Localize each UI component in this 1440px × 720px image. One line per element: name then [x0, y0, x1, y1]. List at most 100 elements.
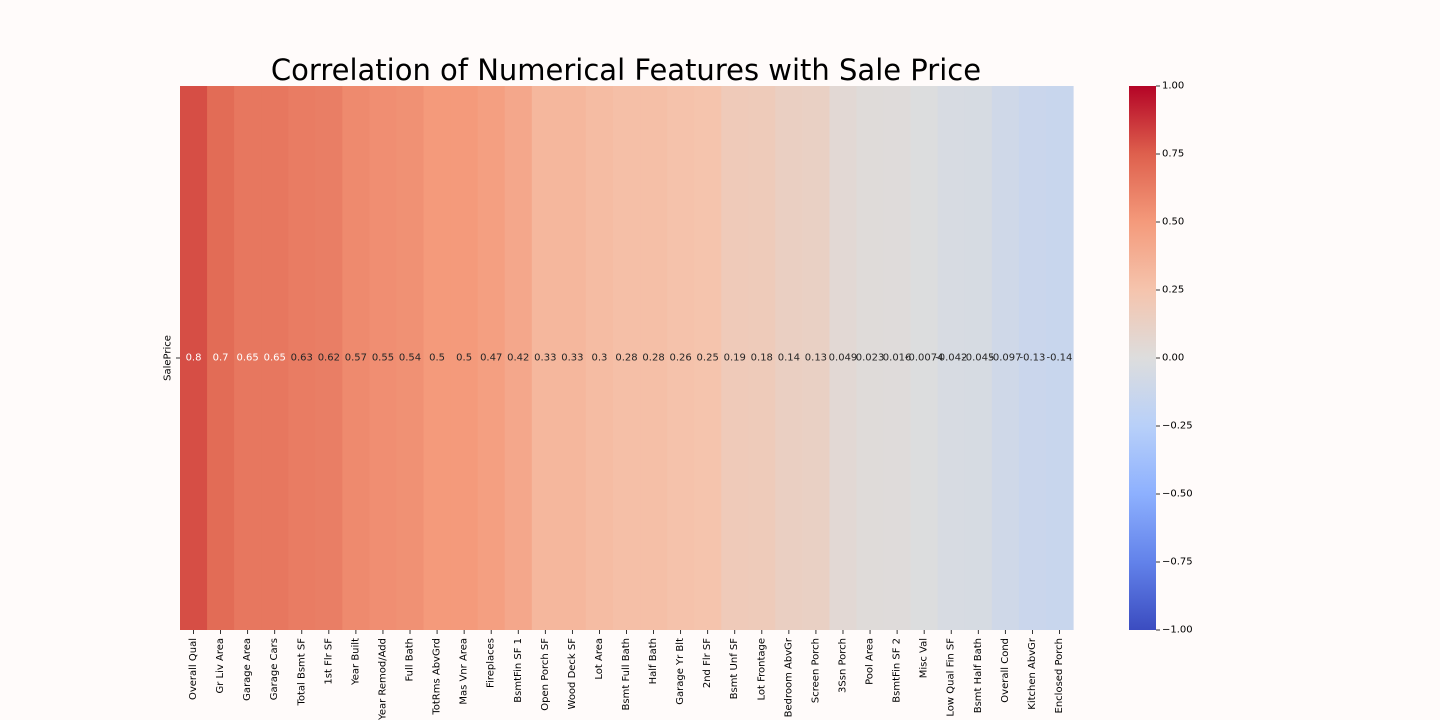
cell-value-label: -0.045 — [962, 353, 994, 364]
colorbar-tick-label: −0.75 — [1162, 557, 1193, 568]
colorbar-tick-label: 0.75 — [1162, 149, 1184, 160]
cell-value-label: 0.7 — [213, 353, 229, 364]
x-tick-label: Garage Yr Blt — [675, 638, 686, 705]
x-tick-label: Garage Area — [242, 638, 253, 701]
cell-value-label: 0.14 — [778, 353, 800, 364]
cell-value-label: 0.65 — [237, 353, 259, 364]
cell-value-label: 0.55 — [372, 353, 394, 364]
cell-value-label: 0.19 — [724, 353, 746, 364]
heatmap-cell — [369, 86, 398, 630]
heatmap-cell — [477, 86, 506, 630]
heatmap-cell — [585, 86, 614, 630]
cell-value-label: 0.63 — [291, 353, 313, 364]
x-tick-label: Misc Val — [919, 638, 930, 678]
heatmap-cell — [396, 86, 425, 630]
cell-value-label: 0.65 — [264, 353, 286, 364]
heatmap-cell — [450, 86, 479, 630]
colorbar-ticks: 1.00 0.75 0.50 0.25 0.00 −0.25 −0.50 −0.75 −1.00 — [1156, 81, 1193, 636]
x-tick-label: Half Bath — [648, 638, 659, 684]
cell-value-label: 0.016 — [883, 353, 912, 364]
heatmap-cell — [829, 86, 858, 630]
x-tick-label: Low Qual Fin SF — [946, 638, 957, 717]
cell-value-label: 0.47 — [480, 353, 502, 364]
heatmap-cell — [937, 86, 966, 630]
cell-value-label: 0.25 — [697, 353, 719, 364]
cell-value-label: -0.14 — [1047, 353, 1073, 364]
heatmap-cell — [1045, 86, 1074, 630]
cell-value-label: 0.8 — [186, 353, 202, 364]
heatmap-cell — [261, 86, 289, 630]
cell-value-label: 0.13 — [805, 353, 827, 364]
cell-value-label: 0.3 — [591, 353, 607, 364]
heatmap-cell — [802, 86, 831, 630]
colorbar-tick-label: 0.00 — [1162, 353, 1184, 364]
heatmap-cell — [721, 86, 749, 630]
cell-value-label: 0.57 — [345, 353, 367, 364]
x-tick-label: Lot Area — [594, 638, 605, 680]
x-tick-label: Bsmt Unf SF — [729, 638, 740, 700]
heatmap-cell — [288, 86, 316, 630]
cell-value-label: 0.5 — [429, 353, 445, 364]
x-tick-label: Garage Cars — [269, 638, 280, 700]
x-tick-label: BsmtFin SF 1 — [513, 638, 524, 703]
x-tick-label: Pool Area — [865, 638, 876, 685]
heatmap-cell — [748, 86, 776, 630]
heatmap-cell — [964, 86, 993, 630]
x-tick-label: Bsmt Half Bath — [973, 638, 984, 713]
x-tick-label: Wood Deck SF — [567, 638, 578, 710]
heatmap-cell-labels: 0.8 0.7 0.65 0.65 0.63 0.62 0.57 0.55 0.54 0.5 0.5… — [186, 353, 1073, 364]
heatmap-cell — [612, 86, 641, 630]
x-tick-label: Total Bsmt SF — [296, 638, 307, 707]
x-tick-label: Lot Frontage — [756, 638, 767, 701]
x-tick-label: 2nd Flr SF — [702, 638, 713, 688]
heatmap-cells — [180, 86, 1074, 630]
x-tick-label: Fireplaces — [486, 638, 497, 688]
heatmap-cell — [315, 86, 343, 630]
cell-value-label: 0.023 — [856, 353, 885, 364]
x-tick-label: Year Built — [350, 638, 361, 686]
heatmap-cell — [694, 86, 722, 630]
cell-value-label: -0.0074 — [905, 353, 944, 364]
colorbar-tick-label: 0.25 — [1162, 285, 1184, 296]
x-tick-label: Mas Vnr Area — [459, 638, 470, 705]
x-tick-label: Screen Porch — [810, 638, 821, 703]
x-tick-label: Enclosed Porch — [1054, 638, 1065, 713]
colorbar-tick-label: 1.00 — [1162, 81, 1184, 92]
x-axis: Overall Qual Gr Liv Area Garage Area Garage… — [188, 630, 1065, 720]
cell-value-label: -0.097 — [989, 353, 1021, 364]
heatmap-cell — [558, 86, 587, 630]
cell-value-label: 0.33 — [561, 353, 583, 364]
heatmap-cell — [234, 86, 262, 630]
colorbar-tick-label: 0.50 — [1162, 217, 1184, 228]
heatmap-cell — [1018, 86, 1047, 630]
heatmap-cell — [640, 86, 668, 630]
heatmap-cell — [180, 86, 208, 630]
colorbar-tick-label: −0.25 — [1162, 421, 1193, 432]
y-axis: SalePrice — [163, 335, 180, 381]
x-tick-label: Overall Qual — [188, 638, 199, 700]
heatmap-cell — [883, 86, 912, 630]
x-tick-label: Gr Liv Area — [215, 638, 226, 694]
cell-value-label: 0.54 — [399, 353, 421, 364]
cell-value-label: 0.62 — [318, 353, 340, 364]
cell-value-label: 0.28 — [615, 353, 637, 364]
x-tick-label: Bedroom AbvGr — [783, 637, 794, 717]
x-tick-label: Full Bath — [405, 638, 416, 682]
colorbar-tick-label: −1.00 — [1162, 625, 1193, 636]
x-tick-label: BsmtFin SF 2 — [892, 638, 903, 703]
heatmap-cell — [531, 86, 560, 630]
cell-value-label: 0.26 — [669, 353, 691, 364]
x-tick-label: Year Remod/Add — [377, 638, 388, 720]
y-tick-label: SalePrice — [163, 335, 174, 381]
heatmap-cell — [207, 86, 235, 630]
heatmap-cell — [423, 86, 452, 630]
cell-value-label: 0.5 — [456, 353, 472, 364]
colorbar-tick-label: −0.50 — [1162, 489, 1193, 500]
cell-value-label: 0.42 — [507, 353, 529, 364]
cell-value-label: 0.28 — [642, 353, 664, 364]
heatmap-cell — [775, 86, 803, 630]
cell-value-label: -0.042 — [935, 353, 967, 364]
x-tick-label: Overall Cond — [1000, 638, 1011, 703]
x-tick-label: Open Porch SF — [540, 638, 551, 711]
heatmap-cell — [856, 86, 885, 630]
